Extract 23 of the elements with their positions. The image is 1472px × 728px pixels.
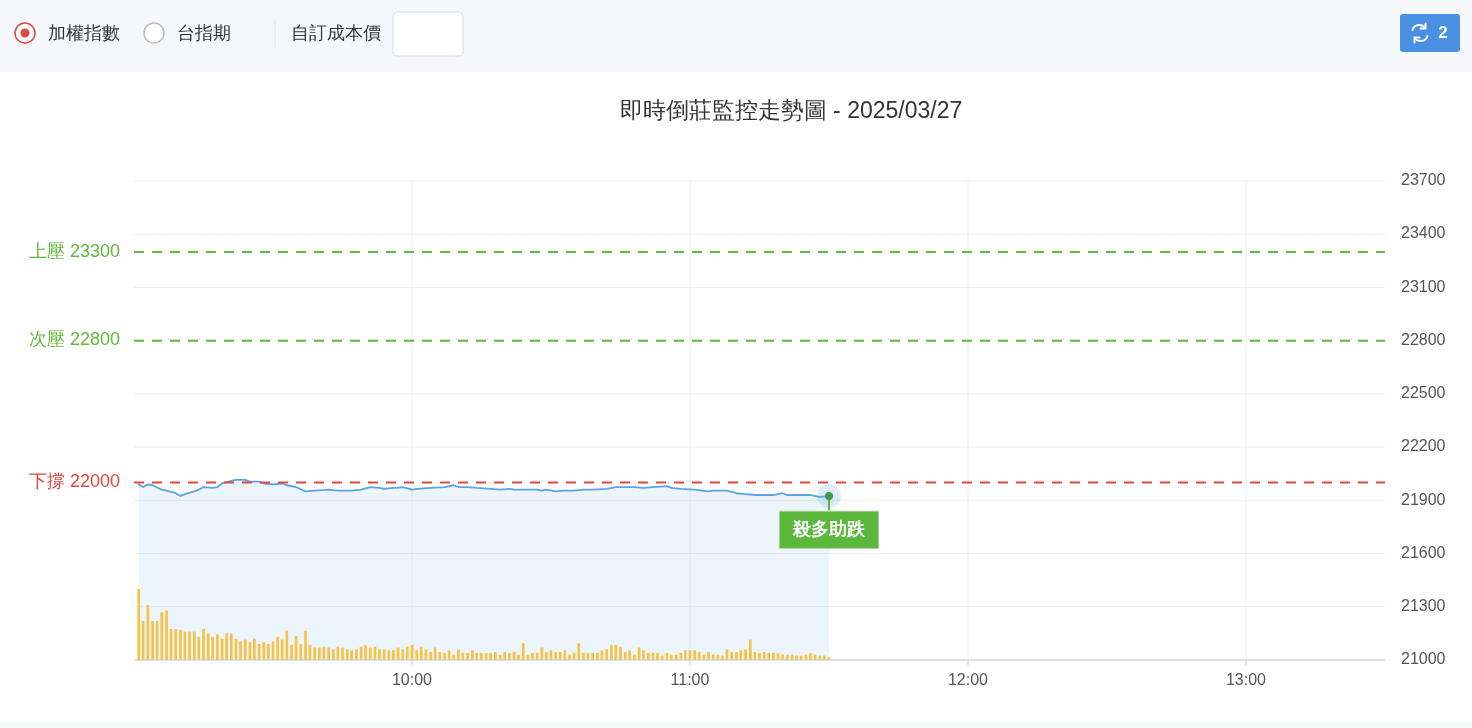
radio: 加權指數 xyxy=(14,22,120,44)
x-tick-label: 10:00 xyxy=(391,671,433,689)
y-tick-label: 23100 xyxy=(1401,277,1446,295)
radio: 台指期 xyxy=(143,22,231,44)
y-tick-label: 21900 xyxy=(1401,490,1446,508)
y-tick-label: 23400 xyxy=(1401,224,1446,242)
y-tick-label: 21300 xyxy=(1401,597,1446,615)
y-tick-label: 23700 xyxy=(1401,171,1446,189)
y-tick-label: 21000 xyxy=(1401,650,1446,668)
input-label: 自訂成本價 xyxy=(291,22,381,43)
y-tick-label: 22200 xyxy=(1401,437,1446,455)
x-tick-label: 11:00 xyxy=(670,671,710,689)
y-tick-label: 22800 xyxy=(1401,330,1446,348)
ref-line-label: 次壓 22800 xyxy=(28,329,120,350)
x-tick-label: 13:00 xyxy=(1225,671,1267,689)
y-tick-label: 21600 xyxy=(1401,543,1446,561)
ref-line-label: 上壓 23300 xyxy=(28,240,120,261)
x-tick-label: 12:00 xyxy=(947,671,989,689)
chart-title: 即時倒莊監控走勢圖 - 2025/03/27 xyxy=(619,97,963,124)
ref-line-label: 下撐 22000 xyxy=(28,471,120,492)
y-tick-label: 22500 xyxy=(1401,384,1446,402)
button: 2 xyxy=(1400,14,1460,52)
annotation: 殺多助跌 xyxy=(792,518,866,539)
